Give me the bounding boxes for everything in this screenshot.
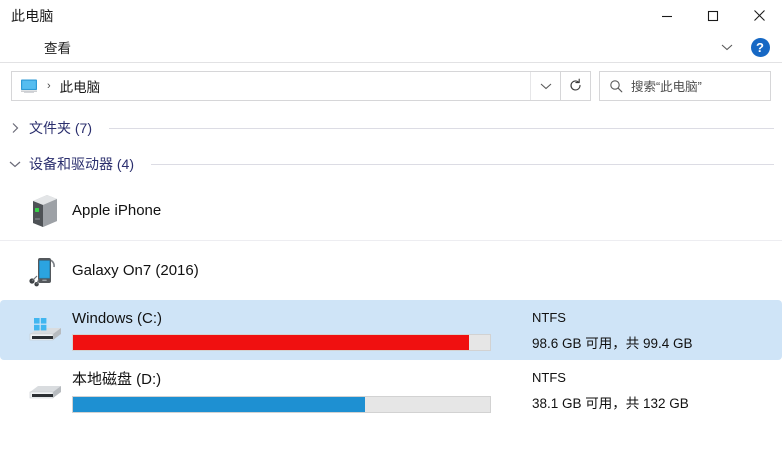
chevron-down-icon	[540, 83, 551, 89]
list-item-galaxy-on7[interactable]: Galaxy On7 (2016)	[0, 240, 782, 300]
computer-icon	[19, 76, 39, 96]
ribbon-right-controls: ?	[712, 31, 776, 63]
breadcrumb-path[interactable]: 此电脑	[59, 79, 101, 95]
tab-view[interactable]: 查看	[44, 40, 71, 56]
capacity-text: 38.1 GB 可用，共 132 GB	[532, 395, 689, 411]
window-controls	[644, 0, 782, 31]
item-meta: NTFS 38.1 GB 可用，共 132 GB	[522, 370, 782, 412]
chevron-right-icon[interactable]	[8, 122, 22, 134]
group-separator-line	[151, 163, 774, 165]
item-details: Windows (C:)	[68, 310, 522, 351]
item-name: 本地磁盘 (D:)	[72, 371, 162, 388]
close-icon	[753, 10, 765, 21]
item-name: Apple iPhone	[72, 201, 162, 219]
capacity-text: 98.6 GB 可用，共 99.4 GB	[532, 335, 693, 351]
maximize-icon	[707, 10, 719, 21]
item-name: Windows (C:)	[72, 310, 163, 327]
list-item-local-disk-d[interactable]: 本地磁盘 (D:) NTFS 38.1 GB 可用，共 132 GB	[0, 360, 782, 420]
refresh-icon	[570, 78, 581, 91]
address-dropdown-button[interactable]	[530, 71, 560, 100]
group-header-devices[interactable]: 设备和驱动器 (4)	[0, 150, 782, 178]
close-button[interactable]	[736, 0, 782, 31]
minimize-button[interactable]	[644, 0, 690, 31]
capacity-bar	[72, 396, 491, 413]
search-input[interactable]: 搜索“此电脑”	[631, 80, 702, 94]
group-header-folders[interactable]: 文件夹 (7)	[0, 114, 782, 142]
breadcrumb-separator: ›	[47, 79, 51, 92]
group-separator-line	[109, 127, 774, 129]
navigation-bar: › 此电脑 搜索“此电脑”	[0, 63, 782, 108]
search-icon	[610, 79, 623, 92]
title-bar: 此电脑	[0, 0, 782, 31]
help-icon: ?	[750, 37, 770, 57]
capacity-bar-fill	[73, 397, 365, 412]
list-item-apple-iphone[interactable]: Apple iPhone	[0, 180, 782, 240]
portable-device-icon	[20, 186, 68, 234]
item-details: Galaxy On7 (2016)	[68, 256, 522, 285]
minimize-icon	[662, 15, 672, 17]
ribbon-expand-button[interactable]	[712, 33, 742, 61]
phone-icon	[20, 247, 68, 295]
item-details: 本地磁盘 (D:)	[68, 368, 522, 413]
drive-list: Apple iPhone	[0, 180, 782, 420]
chevron-down-icon	[721, 44, 733, 51]
filesystem-label: NTFS	[532, 309, 566, 325]
refresh-button[interactable]	[561, 70, 591, 101]
chevron-down-icon[interactable]	[8, 160, 22, 168]
maximize-button[interactable]	[690, 0, 736, 31]
help-button[interactable]: ?	[744, 32, 776, 62]
search-box[interactable]: 搜索“此电脑”	[599, 70, 771, 101]
list-item-windows-c[interactable]: Windows (C:) NTFS 98.6 GB 可用，共 99.4 GB	[0, 300, 782, 360]
capacity-bar	[72, 334, 491, 351]
group-label-devices: 设备和驱动器 (4)	[29, 156, 134, 172]
item-meta: NTFS 98.6 GB 可用，共 99.4 GB	[522, 310, 782, 352]
item-name: Galaxy On7 (2016)	[72, 262, 199, 279]
ribbon-bar: 查看 ?	[0, 31, 782, 63]
capacity-bar-fill	[73, 335, 470, 350]
filesystem-label: NTFS	[532, 369, 566, 385]
address-bar[interactable]: › 此电脑	[11, 70, 561, 101]
drive-icon	[20, 367, 68, 415]
item-details: Apple iPhone	[68, 196, 522, 225]
file-list-area: 文件夹 (7) 设备和驱动器 (4)	[0, 108, 782, 456]
windows-drive-icon	[20, 307, 68, 355]
group-label-folders: 文件夹 (7)	[29, 120, 92, 136]
window-title: 此电脑	[11, 7, 54, 24]
